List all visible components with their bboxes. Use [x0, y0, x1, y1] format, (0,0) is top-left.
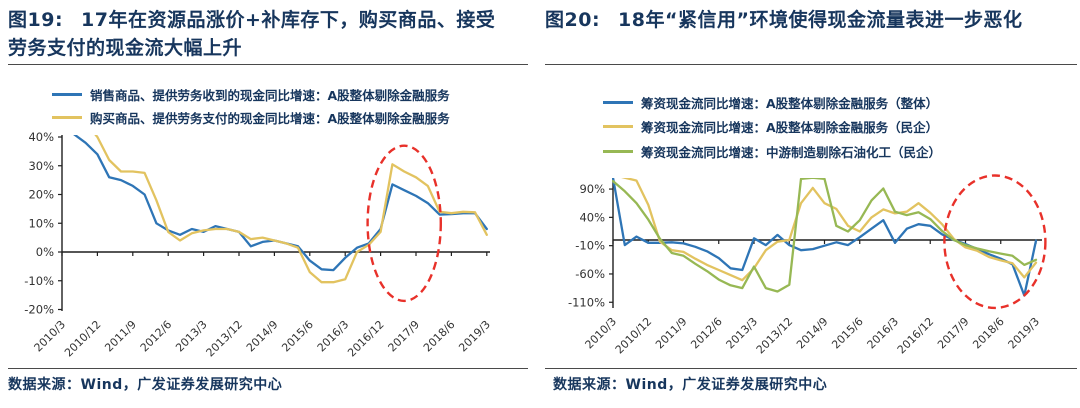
figure19-legend: 销售商品、提供劳务收到的现金同比增速：A股整体剔除金融服务 购买商品、提供劳务支…	[52, 83, 450, 129]
title-divider	[8, 64, 528, 65]
y-tick-label: -20%	[24, 303, 54, 317]
y-tick-label: 40%	[28, 130, 54, 144]
x-tick-label: 2018/6	[421, 318, 458, 355]
y-tick-label: -10%	[24, 274, 54, 288]
legend-swatch-yellow	[52, 116, 82, 119]
y-tick-label: -10%	[575, 239, 605, 253]
y-tick-label: 90%	[579, 182, 605, 196]
legend-label: 购买商品、提供劳务支付的现金同比增速：A股整体剔除金融服务	[90, 111, 450, 126]
figure19-title-text: 17年在资源品涨价+补库存下，购买商品、接受劳务支付的现金流大幅上升	[8, 9, 496, 59]
y-tick-label: 10%	[28, 216, 54, 230]
legend-row: 筹资现金流同比增速：A股整体剔除金融服务（整体）	[603, 90, 941, 115]
legend-label: 筹资现金流同比增速：A股整体剔除金融服务（民企）	[641, 120, 939, 136]
legend-label: 筹资现金流同比增速：A股整体剔除金融服务（整体）	[641, 95, 939, 111]
x-tick-label: 2019/3	[1006, 315, 1043, 352]
legend-swatch-blue	[52, 93, 82, 96]
figure20-legend: 筹资现金流同比增速：A股整体剔除金融服务（整体） 筹资现金流同比增速：A股整体剔…	[603, 90, 941, 164]
x-tick-label: 2010/12	[613, 315, 655, 357]
legend-swatch-blue	[603, 100, 633, 104]
y-tick-label: -110%	[568, 295, 605, 309]
highlight-ellipse	[366, 144, 443, 303]
x-tick-label: 2011/9	[102, 318, 139, 355]
x-tick-label: 2013/12	[754, 315, 796, 357]
figure19-label: 图19:	[8, 9, 64, 31]
figure19-title: 图19: 17年在资源品涨价+补库存下，购买商品、接受劳务支付的现金流大幅上升	[8, 6, 496, 62]
x-tick-label: 2015/6	[829, 315, 866, 352]
x-tick-label: 2017/9	[935, 315, 972, 352]
legend-swatch-yellow	[603, 125, 633, 129]
x-tick-label: 2012/6	[138, 318, 175, 355]
series-line-1	[94, 135, 488, 284]
figure20-source: 数据来源：Wind，广发证券发展研究中心	[553, 377, 828, 393]
x-tick-label: 2013/12	[204, 318, 246, 360]
y-tick-label: 0%	[36, 245, 54, 259]
legend-swatch-green	[603, 149, 633, 153]
x-tick-label: 2019/3	[456, 318, 493, 355]
y-tick-label: 40%	[579, 210, 605, 224]
x-tick-label: 2018/6	[970, 315, 1007, 352]
series-line-0	[73, 135, 488, 272]
title-divider	[545, 64, 1077, 65]
legend-row: 筹资现金流同比增速：中游制造剔除石油化工（民企）	[603, 139, 941, 164]
plot-area	[612, 178, 1038, 297]
figure20-line-chart: 90%40%-10%-60%-110%2010/32010/122011/920…	[568, 174, 1047, 357]
figure20-label: 图20:	[545, 9, 601, 31]
x-tick-label: 2016/12	[345, 318, 387, 360]
x-tick-label: 2016/12	[895, 315, 937, 357]
x-tick-label: 2010/12	[62, 318, 104, 360]
plot-area	[73, 135, 488, 284]
x-tick-label: 2014/9	[244, 318, 281, 355]
figure19-line-chart: 40%30%20%10%0%-10%-20%2010/32010/122011/…	[24, 130, 493, 360]
y-tick-label: 30%	[28, 159, 54, 173]
legend-row: 筹资现金流同比增速：A股整体剔除金融服务（民企）	[603, 115, 941, 140]
source-divider	[545, 368, 1077, 369]
figure20-title: 图20: 18年“紧信用”环境使得现金流量表进一步恶化	[545, 6, 1077, 34]
x-tick-label: 2015/6	[279, 318, 316, 355]
highlight-ellipse	[943, 174, 1047, 310]
x-tick-label: 2014/9	[794, 315, 831, 352]
x-tick-label: 2012/6	[688, 315, 725, 352]
x-tick-label: 2017/9	[386, 318, 423, 355]
legend-label: 筹资现金流同比增速：中游制造剔除石油化工（民企）	[641, 144, 942, 160]
x-tick-label: 2011/9	[653, 315, 690, 352]
y-tick-label: 20%	[28, 188, 54, 202]
legend-row: 购买商品、提供劳务支付的现金同比增速：A股整体剔除金融服务	[52, 106, 450, 129]
legend-row: 销售商品、提供劳务收到的现金同比增速：A股整体剔除金融服务	[52, 83, 450, 106]
y-tick-label: -60%	[575, 267, 605, 281]
figure19-source: 数据来源：Wind，广发证券发展研究中心	[8, 377, 283, 393]
figure20-panel: 图20: 18年“紧信用”环境使得现金流量表进一步恶化 筹资现金流同比增速：A股整…	[545, 0, 1077, 408]
legend-label: 销售商品、提供劳务收到的现金同比增速：A股整体剔除金融服务	[90, 88, 450, 103]
series-line-2	[612, 178, 1038, 293]
figure20-title-text: 18年“紧信用”环境使得现金流量表进一步恶化	[618, 9, 1023, 31]
source-divider	[8, 368, 528, 369]
series-line-1	[621, 178, 1038, 282]
series-line-0	[612, 178, 1038, 297]
figure19-panel: 图19: 17年在资源品涨价+补库存下，购买商品、接受劳务支付的现金流大幅上升 销…	[8, 0, 528, 408]
